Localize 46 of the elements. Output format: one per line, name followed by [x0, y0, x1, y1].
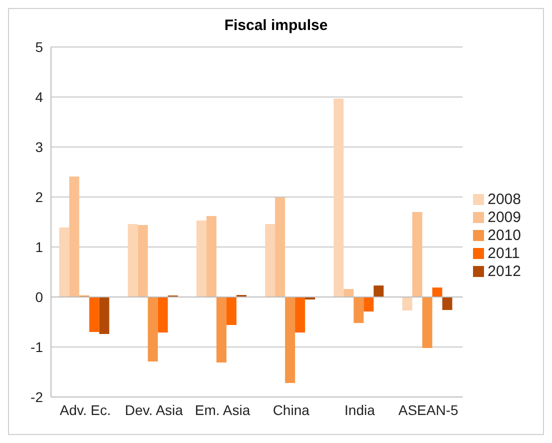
bar: [226, 297, 236, 325]
y-tick-label: 0: [35, 288, 44, 305]
y-tick-label: 4: [35, 88, 44, 105]
bar: [422, 297, 432, 348]
bar: [402, 297, 412, 310]
legend-label: 2009: [488, 209, 521, 226]
chart-title: Fiscal impulse: [224, 17, 328, 34]
y-tick-label: 5: [35, 38, 44, 55]
bar: [99, 297, 110, 334]
x-tick-label: Em. Asia: [194, 402, 250, 418]
bar: [442, 297, 452, 310]
bar: [216, 297, 226, 362]
bar: [412, 212, 422, 297]
bar: [275, 198, 286, 297]
bar: [138, 225, 148, 297]
legend-label: 2010: [488, 227, 521, 244]
y-tick-label: 3: [35, 138, 44, 155]
bar: [148, 297, 158, 362]
bar: [59, 228, 70, 297]
bar: [334, 98, 344, 297]
bar: [295, 297, 306, 332]
legend-label: 2012: [488, 263, 521, 280]
bar: [432, 288, 442, 297]
x-tick-label: Dev. Asia: [124, 402, 184, 418]
y-tick-label: 2: [35, 188, 44, 205]
bar: [206, 216, 216, 297]
legend-label: 2011: [488, 245, 520, 262]
bar: [158, 297, 168, 332]
x-tick-label: Adv. Ec.: [60, 402, 111, 418]
bar: [196, 220, 206, 297]
bar: [344, 289, 354, 297]
bar: [364, 297, 374, 312]
y-tick-label: -2: [30, 388, 44, 405]
bar: [265, 224, 276, 297]
bar: [69, 176, 80, 297]
x-tick-label: ASEAN-5: [398, 402, 458, 418]
bar: [354, 297, 364, 323]
bar: [128, 224, 138, 297]
bar: [285, 297, 296, 383]
bar: [89, 297, 100, 332]
y-tick-label: -1: [30, 338, 44, 355]
bar: [374, 286, 384, 297]
y-tick-label: 1: [35, 238, 44, 255]
x-tick-label: India: [344, 402, 376, 418]
legend-label: 2008: [488, 191, 521, 208]
x-tick-label: China: [272, 402, 310, 418]
